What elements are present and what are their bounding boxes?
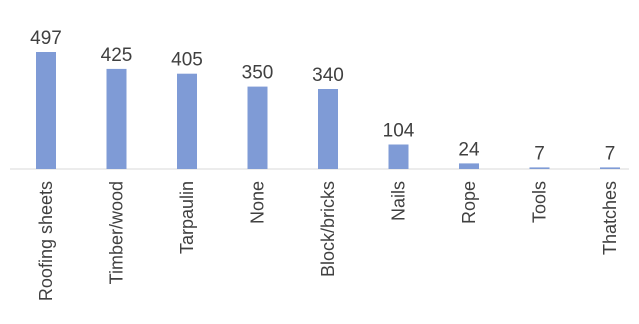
category-label: Timber/wood <box>107 181 127 284</box>
data-label: 24 <box>458 139 480 160</box>
category-label: Block/bricks <box>318 181 338 277</box>
bars-group <box>36 52 620 169</box>
category-labels-group: Roofing sheets Timber/wood Tarpaulin None Bl… <box>36 181 620 301</box>
data-label: 7 <box>534 143 545 164</box>
bar <box>459 163 479 169</box>
data-label: 497 <box>30 28 62 49</box>
bar <box>318 89 338 169</box>
category-label: Tarpaulin <box>177 181 197 254</box>
category-label: None <box>248 181 268 224</box>
bar <box>177 73 197 169</box>
category-label: Nails <box>389 181 409 221</box>
data-label: 340 <box>312 65 344 86</box>
bar <box>36 52 56 169</box>
bar <box>529 167 550 169</box>
bar <box>247 86 268 169</box>
bar <box>388 144 409 169</box>
category-label: Rope <box>459 181 479 224</box>
data-labels-group: 497 425 405 350 340 104 24 7 7 <box>30 28 615 164</box>
data-label: 425 <box>101 45 133 66</box>
data-label: 104 <box>383 121 415 142</box>
data-label: 7 <box>605 143 616 164</box>
bar <box>600 167 620 169</box>
category-label: Tools <box>530 181 550 223</box>
category-label: Thatches <box>600 181 620 255</box>
data-label: 405 <box>171 50 203 71</box>
category-label: Roofing sheets <box>36 181 56 301</box>
bar <box>106 68 127 169</box>
data-label: 350 <box>242 63 274 84</box>
